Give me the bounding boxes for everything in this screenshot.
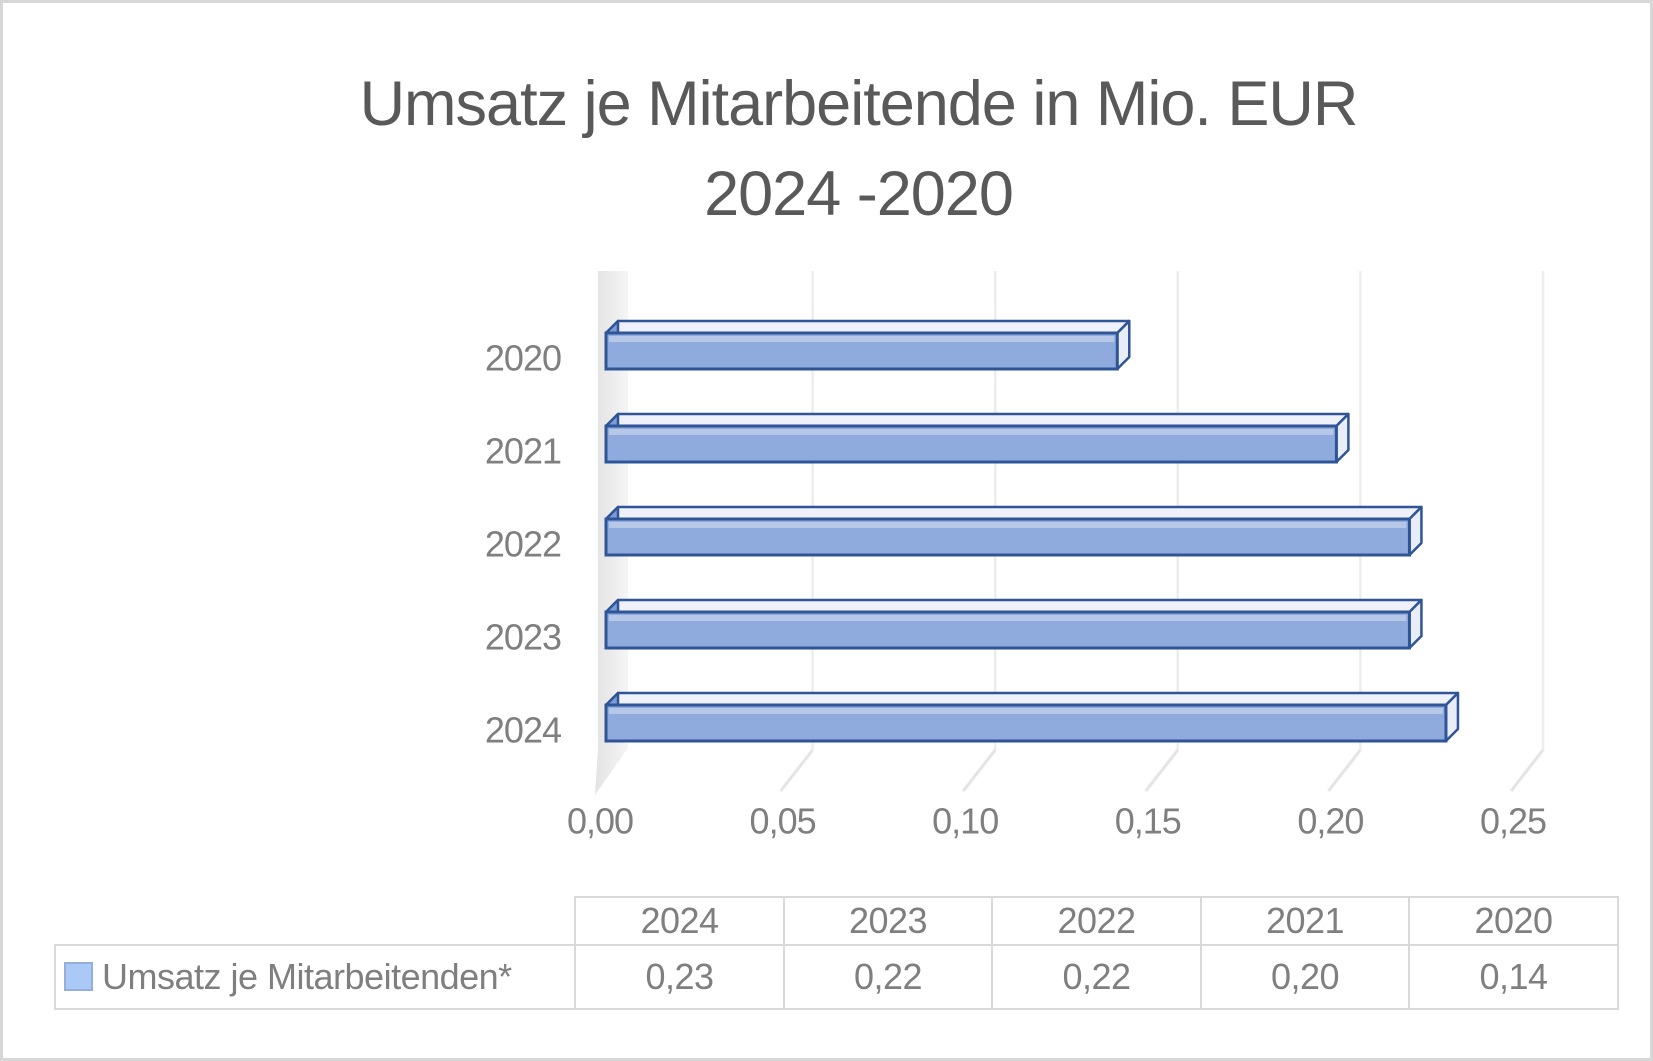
series-label: Umsatz je Mitarbeitenden* xyxy=(102,956,512,997)
bar-front-face xyxy=(604,703,1448,743)
x-tick-label: 0,10 xyxy=(932,801,998,842)
x-tick-label: 0,25 xyxy=(1480,801,1546,842)
category-label: 2020 xyxy=(485,338,561,379)
bar-front-face xyxy=(604,610,1411,650)
bar-top-face xyxy=(604,412,1350,428)
category-label: 2023 xyxy=(485,617,561,658)
table-value-cell: 0,20 xyxy=(1200,944,1410,1010)
chart-data-table: 2024 2023 2022 2021 2020 Umsatz je Mitar… xyxy=(54,896,1619,1010)
chart-title-line2: 2024 -2020 xyxy=(704,159,1014,229)
bar-2021[interactable] xyxy=(604,412,1350,464)
bar-front-face xyxy=(604,424,1338,464)
x-tick-label: 0,15 xyxy=(1115,801,1181,842)
gridline-floor-hook xyxy=(962,749,997,792)
bar-2022[interactable] xyxy=(604,505,1423,557)
bar-highlight xyxy=(609,429,1334,435)
bar-top-face xyxy=(604,505,1423,521)
x-tick-label: 0,00 xyxy=(567,801,633,842)
category-label: 2022 xyxy=(485,524,561,565)
bar-2023[interactable] xyxy=(604,598,1423,650)
bar-highlight xyxy=(609,615,1407,621)
table-header-2021: 2021 xyxy=(1200,896,1410,946)
table-value-cell: 0,14 xyxy=(1408,944,1619,1010)
chart-title: Umsatz je Mitarbeitende in Mio. EUR 2024… xyxy=(3,59,1650,239)
gridline-floor-hook xyxy=(1327,749,1362,792)
table-row: Umsatz je Mitarbeitenden* 0,23 0,22 0,22… xyxy=(54,944,1619,1010)
legend-swatch-icon xyxy=(64,962,93,991)
gridline-floor-hook xyxy=(779,749,814,792)
category-label: 2021 xyxy=(485,431,561,472)
x-tick-label: 0,20 xyxy=(1297,801,1363,842)
bar-top-face xyxy=(604,319,1131,335)
table-header-2020: 2020 xyxy=(1408,896,1619,946)
bar-chart-plot-area[interactable]: 0,00 0,05 0,10 0,15 0,20 0,252020202120222023… xyxy=(3,3,1653,1061)
table-header-2024: 2024 xyxy=(574,896,785,946)
gridline-floor-hook xyxy=(1144,749,1179,792)
bar-top-face xyxy=(604,598,1423,614)
table-header-row: 2024 2023 2022 2021 2020 xyxy=(55,896,1619,946)
table-value-cell: 0,22 xyxy=(783,944,993,1010)
bar-2024[interactable] xyxy=(604,691,1460,743)
bar-highlight xyxy=(609,522,1407,528)
table-value-cell: 0,23 xyxy=(574,944,785,1010)
bar-front-face xyxy=(604,331,1119,371)
chart-title-line1: Umsatz je Mitarbeitende in Mio. EUR xyxy=(359,69,1359,139)
gridline-floor-hook xyxy=(1509,749,1545,792)
table-value-cell: 0,22 xyxy=(991,944,1202,1010)
category-label: 2024 xyxy=(485,710,561,751)
bar-top-face xyxy=(604,691,1460,707)
table-header-2022: 2022 xyxy=(991,896,1202,946)
bar-highlight xyxy=(609,336,1115,342)
bar-2020[interactable] xyxy=(604,319,1131,371)
bar-highlight xyxy=(609,708,1443,714)
table-corner-cell xyxy=(55,897,575,945)
bar-front-face xyxy=(604,517,1411,557)
table-header-2023: 2023 xyxy=(783,896,993,946)
x-tick-label: 0,05 xyxy=(750,801,816,842)
series-label-cell: Umsatz je Mitarbeitenden* xyxy=(54,944,576,1010)
